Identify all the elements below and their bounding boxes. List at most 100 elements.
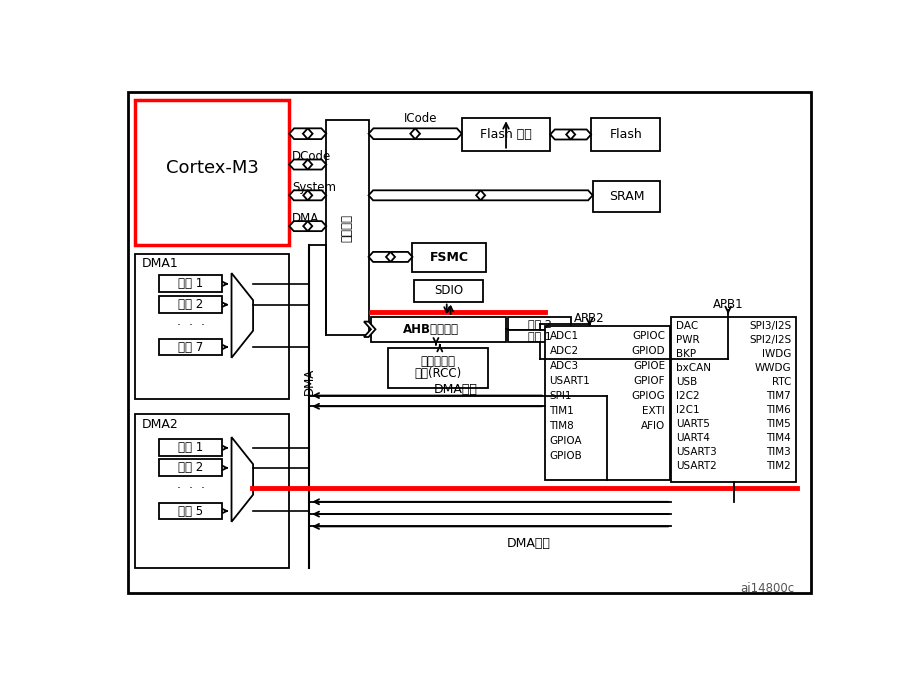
Text: Cortex-M3: Cortex-M3 <box>166 159 258 178</box>
Text: SPI3/I2S: SPI3/I2S <box>749 321 791 332</box>
Text: ai14800c: ai14800c <box>740 582 794 595</box>
Polygon shape <box>308 191 326 200</box>
Text: 总线矩阵: 总线矩阵 <box>341 214 354 241</box>
Polygon shape <box>308 128 326 139</box>
Text: I2C2: I2C2 <box>676 391 700 401</box>
Text: DMA请求: DMA请求 <box>433 383 477 396</box>
Text: GPIOA: GPIOA <box>550 437 583 446</box>
Bar <box>508 330 571 342</box>
Polygon shape <box>364 321 376 337</box>
Polygon shape <box>232 437 253 522</box>
Text: PWR: PWR <box>676 335 700 345</box>
Text: ADC2: ADC2 <box>550 346 579 356</box>
Text: 桥接 2: 桥接 2 <box>528 319 551 329</box>
Text: GPIOD: GPIOD <box>631 346 665 356</box>
Text: Flash: Flash <box>609 128 642 141</box>
Text: ICode: ICode <box>404 112 438 125</box>
Text: GPIOG: GPIOG <box>631 391 665 401</box>
Text: ADC1: ADC1 <box>550 332 579 341</box>
Bar <box>136 254 289 399</box>
Text: UART5: UART5 <box>676 419 710 429</box>
Text: RTC: RTC <box>772 377 791 387</box>
Bar <box>159 296 223 313</box>
Text: System: System <box>292 181 336 194</box>
Text: GPIOB: GPIOB <box>550 452 583 461</box>
Text: 通道 5: 通道 5 <box>178 504 203 517</box>
Bar <box>159 439 223 456</box>
Text: bxCAN: bxCAN <box>676 363 711 374</box>
Polygon shape <box>368 128 415 139</box>
Bar <box>462 119 551 151</box>
Text: ·  ·  ·: · · · <box>177 319 204 332</box>
Text: EXTI: EXTI <box>642 406 665 416</box>
Text: GPIOC: GPIOC <box>632 332 665 341</box>
Polygon shape <box>415 128 462 139</box>
Polygon shape <box>289 128 308 139</box>
Bar <box>414 280 484 302</box>
Text: USART3: USART3 <box>676 447 716 458</box>
Polygon shape <box>551 129 571 140</box>
Text: TIM6: TIM6 <box>767 405 791 416</box>
Polygon shape <box>232 273 253 358</box>
Text: 控制(RCC): 控制(RCC) <box>414 367 462 380</box>
Text: GPIOE: GPIOE <box>633 361 665 372</box>
Text: 通道 7: 通道 7 <box>178 340 203 353</box>
Polygon shape <box>368 191 481 200</box>
Text: UART4: UART4 <box>676 433 710 443</box>
Text: SPI2/I2S: SPI2/I2S <box>749 335 791 345</box>
Polygon shape <box>289 191 308 200</box>
Text: SRAM: SRAM <box>609 191 644 203</box>
Text: TIM5: TIM5 <box>767 419 791 429</box>
Bar <box>159 502 223 519</box>
Bar <box>593 182 660 212</box>
Text: 通道 1: 通道 1 <box>178 277 203 290</box>
Polygon shape <box>481 191 593 200</box>
Text: IWDG: IWDG <box>762 349 791 359</box>
Text: TIM7: TIM7 <box>767 391 791 401</box>
Text: USB: USB <box>676 377 697 387</box>
Polygon shape <box>289 159 308 170</box>
Text: AFIO: AFIO <box>641 421 665 431</box>
Text: WWDG: WWDG <box>755 363 791 374</box>
Text: 复位和时钟: 复位和时钟 <box>420 355 455 368</box>
Text: SDIO: SDIO <box>434 284 463 297</box>
Text: APB2: APB2 <box>574 312 605 325</box>
Bar <box>591 119 660 151</box>
Text: ·  ·  ·: · · · <box>177 482 204 495</box>
Bar <box>159 338 223 355</box>
Bar <box>136 100 289 245</box>
Text: AHB系统总线: AHB系统总线 <box>402 323 459 336</box>
Text: 通道 1: 通道 1 <box>178 441 203 454</box>
Text: Flash 接口: Flash 接口 <box>480 128 532 141</box>
Bar <box>136 414 289 568</box>
Text: GPIOF: GPIOF <box>634 376 665 386</box>
Polygon shape <box>390 252 412 262</box>
Text: 通道 2: 通道 2 <box>178 462 203 475</box>
Text: SPI1: SPI1 <box>550 391 572 401</box>
Text: DMA请求: DMA请求 <box>507 537 551 550</box>
Bar <box>326 120 368 336</box>
Text: DAC: DAC <box>676 321 698 332</box>
Text: DMA: DMA <box>292 212 320 225</box>
Text: TIM4: TIM4 <box>767 433 791 443</box>
Text: APB1: APB1 <box>713 298 744 311</box>
Polygon shape <box>289 221 308 231</box>
Text: 通道 2: 通道 2 <box>178 298 203 311</box>
Text: ADC3: ADC3 <box>550 361 579 372</box>
Bar <box>508 317 571 330</box>
Bar <box>159 275 223 292</box>
Text: USART1: USART1 <box>550 376 590 386</box>
Text: USART2: USART2 <box>676 461 716 471</box>
Polygon shape <box>368 252 390 262</box>
Text: DCode: DCode <box>292 151 332 163</box>
Text: TIM2: TIM2 <box>767 461 791 471</box>
Text: BKP: BKP <box>676 349 696 359</box>
Text: I2C1: I2C1 <box>676 405 700 416</box>
Text: TIM1: TIM1 <box>550 406 574 416</box>
Text: DMA1: DMA1 <box>141 258 179 271</box>
Bar <box>387 348 488 388</box>
Text: FSMC: FSMC <box>430 251 469 264</box>
Bar <box>412 243 485 273</box>
Bar <box>671 317 796 482</box>
Bar <box>371 317 506 342</box>
